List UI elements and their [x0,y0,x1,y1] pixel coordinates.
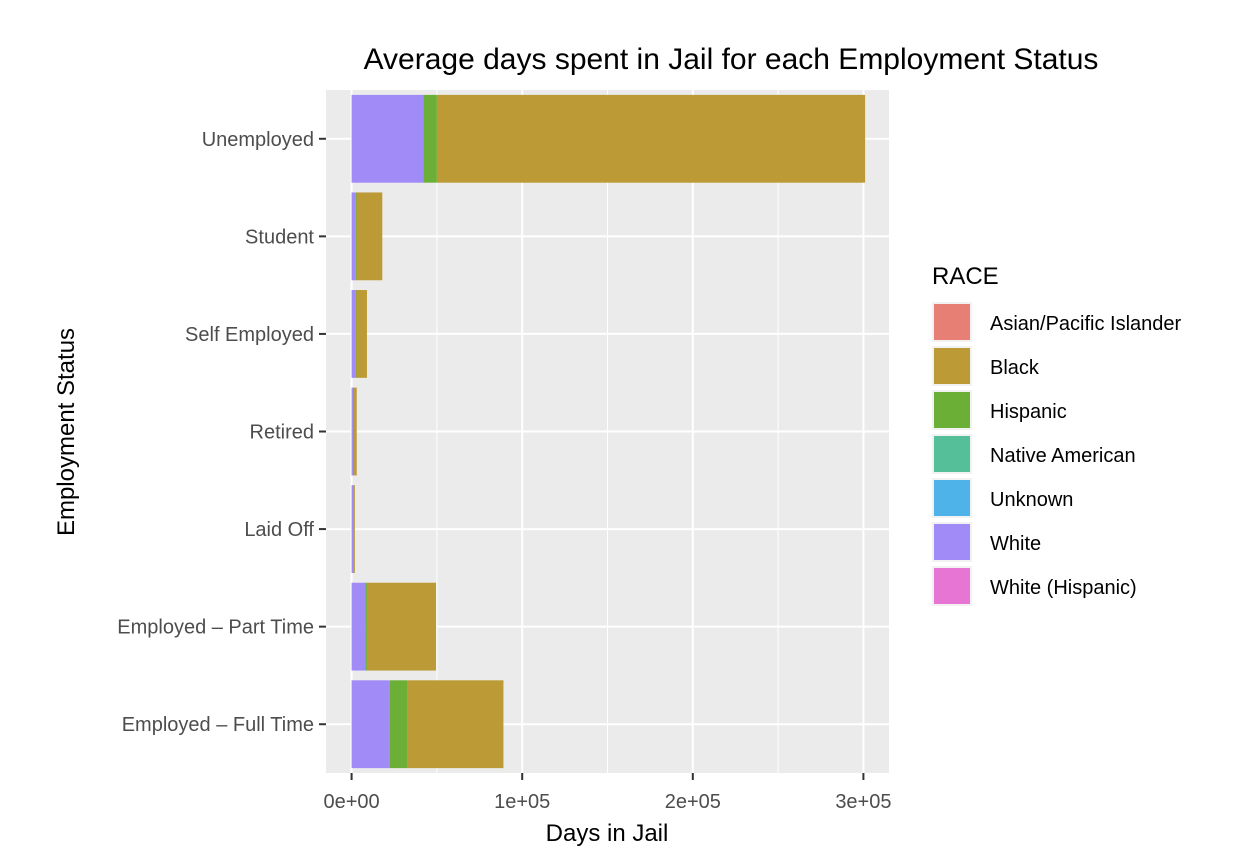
bar-segment [356,192,383,281]
legend-swatch-fill [934,304,970,340]
legend-item: Black [932,346,1040,386]
bar-segment [351,192,356,281]
legend-swatch-fill [934,348,970,384]
legend-swatch-fill [934,436,970,472]
legend: Asian/Pacific Islander Black Hispanic Nativ… [932,302,1182,606]
y-tick-label: Unemployed [202,129,314,151]
legend-label: Hispanic [990,401,1067,423]
legend-item: White (Hispanic) [932,566,1137,606]
y-axis-label: Employment Status [53,328,80,536]
bar-segment [389,680,408,769]
bar-segment [351,680,390,769]
bar-segment [355,192,357,281]
legend-item: Unknown [932,478,1073,518]
legend-item: White [932,522,1041,562]
legend-swatch-fill [934,392,970,428]
y-tick-label: Laid Off [244,519,314,541]
bar-segment [351,94,424,183]
x-tick-label: 2e+05 [665,791,721,813]
legend-item: Hispanic [932,390,1067,430]
x-axis-label: Days in Jail [546,820,669,847]
y-axis: Unemployed Student Self Employed Retired Lai… [117,129,326,736]
y-tick-label: Self Employed [185,324,314,346]
bar-segment [353,387,357,476]
bar-segment [355,290,357,378]
legend-title: RACE [932,263,999,290]
bar-segment [351,387,353,476]
legend-swatch-fill [934,568,970,604]
bar-segment [351,582,366,671]
legend-swatch-fill [934,480,970,516]
legend-item: Asian/Pacific Islander [932,302,1182,342]
y-tick-label: Student [245,226,314,248]
legend-label: White (Hispanic) [990,577,1137,599]
x-axis: 0e+00 1e+05 2e+05 3e+05 [324,773,891,813]
legend-label: White [990,533,1041,555]
bar-segment [351,290,356,378]
bar-segment [436,94,866,183]
y-tick-label: Employed – Part Time [117,617,314,639]
bar-segment [365,582,367,671]
bar-segment [356,290,367,378]
y-tick-label: Employed – Full Time [122,714,314,736]
bar-segment [407,680,504,769]
bar-segment [351,485,354,573]
legend-label: Black [990,357,1040,379]
chart-title: Average days spent in Jail for each Empl… [364,43,1099,76]
bar-segment [353,485,355,573]
y-tick-label: Retired [250,422,314,444]
x-tick-label: 0e+00 [324,791,380,813]
legend-label: Unknown [990,489,1073,511]
bar-segment [423,94,437,183]
legend-label: Native American [990,445,1136,467]
legend-item: Native American [932,434,1136,474]
legend-swatch-fill [934,524,970,560]
x-tick-label: 3e+05 [835,791,891,813]
bar-segment [366,582,437,671]
x-tick-label: 1e+05 [494,791,550,813]
bars [351,94,866,769]
legend-label: Asian/Pacific Islander [990,313,1182,335]
